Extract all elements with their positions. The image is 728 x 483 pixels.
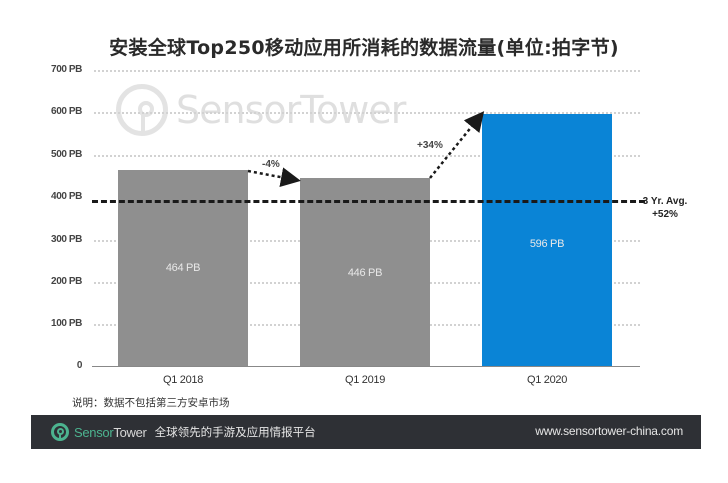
three-year-average-line	[92, 200, 645, 203]
x-tick-label: Q1 2019	[344, 374, 386, 386]
gridline	[94, 112, 640, 114]
footer-tagline: 全球领先的手游及应用情报平台	[154, 425, 316, 439]
chart-title: 安装全球Top250移动应用所消耗的数据流量(单位:拍字节)	[109, 37, 619, 59]
bar-value-label: 464 PB	[165, 262, 201, 274]
y-tick-label: 700 PB	[51, 64, 82, 75]
y-tick-label: 100 PB	[51, 318, 82, 329]
sensortower-logo-icon	[116, 84, 168, 136]
x-axis-line	[92, 366, 640, 367]
average-label-line2: +52%	[652, 209, 678, 220]
bar-value-label: 446 PB	[347, 267, 383, 279]
x-tick-label: Q1 2020	[526, 374, 568, 386]
watermark-text: SensorTower	[176, 88, 406, 132]
y-tick-label: 600 PB	[51, 106, 82, 117]
footer-brand-tower: Tower	[113, 424, 147, 440]
sensortower-watermark: SensorTower	[116, 84, 406, 136]
y-tick-label: 0	[76, 360, 83, 371]
bar-q1-2019: 446 PB	[300, 178, 430, 367]
y-tick-label: 400 PB	[51, 191, 82, 202]
change-annotation-minus-4: -4%	[262, 159, 280, 170]
y-tick-label: 200 PB	[51, 276, 82, 287]
average-label: 3 Yr. Avg. +52%	[630, 195, 700, 221]
x-tick-label: Q1 2018	[162, 374, 204, 386]
footer-brand-sensor: Sensor	[74, 424, 114, 440]
footer-url-link[interactable]: www.sensortower-china.com	[535, 424, 683, 438]
gridline	[94, 70, 640, 72]
sensortower-logo-icon	[51, 423, 69, 441]
chart-note: 说明：数据不包括第三方安卓市场	[72, 397, 230, 409]
footer-bar: SensorTower 全球领先的手游及应用情报平台 www.sensortow…	[31, 415, 701, 449]
average-label-line1: 3 Yr. Avg.	[642, 196, 688, 207]
bar-q1-2020: 596 PB	[482, 114, 612, 367]
bar-value-label: 596 PB	[529, 238, 565, 250]
gridline	[94, 155, 640, 157]
y-tick-label: 500 PB	[51, 149, 82, 160]
y-tick-label: 300 PB	[51, 234, 82, 245]
change-annotation-plus-34: +34%	[417, 140, 443, 151]
footer-brand: SensorTower	[74, 425, 147, 440]
